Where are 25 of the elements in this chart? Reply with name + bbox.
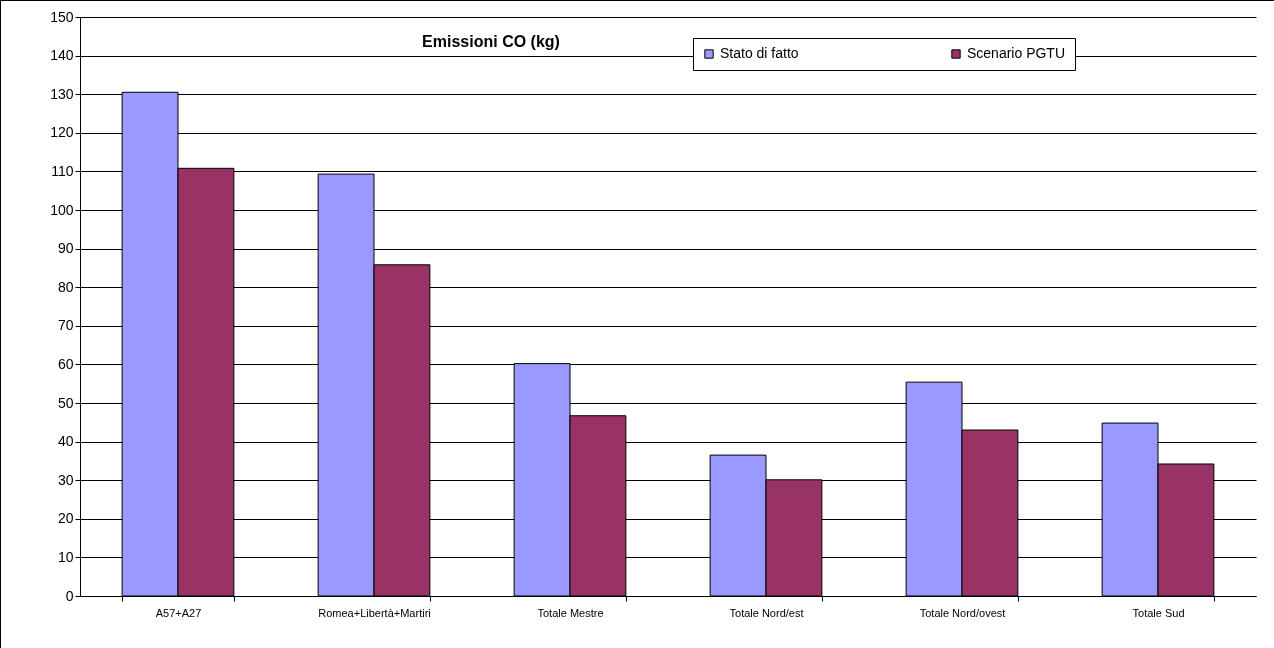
y-tick-label: 30 (57, 471, 74, 488)
x-tick-label: A57+A27 (155, 606, 202, 619)
y-tick-label: 130 (50, 85, 74, 102)
y-tick-label: 70 (57, 317, 74, 334)
y-tick-label: 10 (57, 548, 74, 565)
y-tick-label: 100 (50, 201, 74, 218)
legend-label: Stato di fatto (720, 45, 799, 61)
x-tick-label: Totale Mestre (537, 606, 604, 619)
x-tick-label: Totale Nord/ovest (919, 606, 1006, 619)
y-tick-label: 150 (50, 8, 74, 25)
y-tick-label: 140 (50, 47, 74, 64)
y-tick-label: 40 (57, 433, 74, 450)
text: Emissioni CO (kg) (422, 33, 560, 50)
y-tick-label: 120 (50, 124, 74, 141)
y-tick-label: 80 (57, 278, 74, 295)
y-tick-label: 50 (57, 394, 74, 411)
y-tick-label: 20 (57, 510, 74, 527)
legend-label: Scenario PGTU (967, 45, 1066, 61)
x-tick-label: Totale Nord/est (729, 606, 804, 619)
y-tick-label: 0 (65, 587, 74, 604)
y-tick-label: 110 (51, 162, 74, 179)
x-tick-label: Totale Sud (1132, 606, 1185, 619)
y-tick-label: 90 (57, 240, 74, 257)
x-tick-label: Romea+Libertà+Martiri (318, 606, 431, 619)
y-tick-label: 60 (57, 355, 74, 372)
